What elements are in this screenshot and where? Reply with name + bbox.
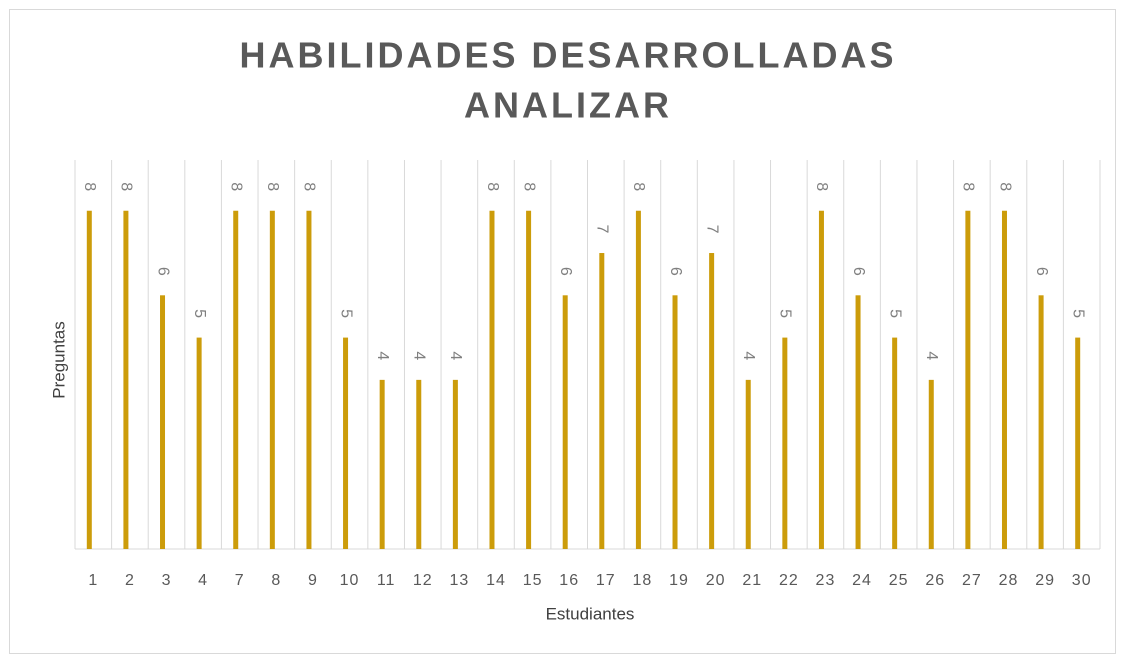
bar — [672, 295, 678, 549]
bar — [452, 379, 458, 549]
data-label: 7 — [594, 225, 611, 234]
data-label: 8 — [484, 182, 501, 191]
bar — [855, 295, 861, 549]
x-tick-label: 29 — [1035, 572, 1055, 589]
x-tick-label: 23 — [816, 572, 836, 589]
bar — [745, 379, 751, 549]
x-tick-label: 26 — [925, 572, 945, 589]
x-tick-label: 19 — [669, 572, 689, 589]
bar — [196, 337, 202, 549]
data-label: 8 — [813, 182, 830, 191]
data-label: 5 — [337, 309, 354, 318]
data-label: 6 — [154, 267, 171, 276]
x-tick-label: 7 — [235, 572, 245, 589]
x-tick-label: 4 — [198, 572, 208, 589]
bar — [892, 337, 898, 549]
x-tick-label: 18 — [633, 572, 653, 589]
bar — [1038, 295, 1044, 549]
x-tick-label: 24 — [852, 572, 872, 589]
x-tick-label: 2 — [125, 572, 135, 589]
data-label: 5 — [1069, 309, 1086, 318]
x-tick-label: 10 — [340, 572, 360, 589]
data-label: 8 — [996, 182, 1013, 191]
bar — [526, 210, 532, 549]
data-label: 8 — [227, 182, 244, 191]
bar — [306, 210, 312, 549]
data-label: 4 — [374, 351, 391, 360]
x-tick-label: 17 — [596, 572, 616, 589]
data-label: 6 — [1033, 267, 1050, 276]
bar — [86, 210, 92, 549]
data-label: 8 — [630, 182, 647, 191]
y-axis-label: Preguntas — [49, 321, 68, 399]
bar — [599, 253, 605, 550]
bar — [343, 337, 349, 549]
x-tick-label: 3 — [162, 572, 172, 589]
bar — [928, 379, 934, 549]
x-tick-label: 9 — [308, 572, 318, 589]
data-label: 6 — [557, 267, 574, 276]
bar — [562, 295, 568, 549]
x-tick-label: 25 — [889, 572, 909, 589]
data-label: 7 — [703, 225, 720, 234]
bar — [123, 210, 129, 549]
bar — [965, 210, 971, 549]
chart-title: ANALIZAR — [464, 85, 672, 126]
bar — [416, 379, 422, 549]
x-tick-label: 11 — [377, 572, 396, 589]
data-label: 8 — [264, 182, 281, 191]
bar — [782, 337, 788, 549]
x-axis-label: Estudiantes — [546, 604, 635, 623]
bar — [635, 210, 641, 549]
data-label: 6 — [667, 267, 684, 276]
data-label: 5 — [191, 309, 208, 318]
x-tick-label: 21 — [742, 572, 762, 589]
bar — [269, 210, 275, 549]
bar — [160, 295, 166, 549]
x-tick-label: 16 — [559, 572, 579, 589]
bar — [818, 210, 824, 549]
chart-title: HABILIDADES DESARROLLADAS — [239, 35, 896, 76]
x-tick-label: 20 — [706, 572, 726, 589]
x-tick-label: 14 — [486, 572, 506, 589]
data-label: 4 — [740, 351, 757, 360]
x-tick-label: 30 — [1072, 572, 1092, 589]
data-label: 8 — [960, 182, 977, 191]
x-tick-label: 28 — [999, 572, 1019, 589]
data-label: 4 — [411, 351, 428, 360]
data-label: 8 — [520, 182, 537, 191]
x-tick-label: 13 — [449, 572, 469, 589]
bar — [233, 210, 239, 549]
bar — [489, 210, 495, 549]
data-label: 6 — [850, 267, 867, 276]
x-tick-label: 12 — [413, 572, 433, 589]
data-label: 5 — [777, 309, 794, 318]
x-tick-label: 15 — [523, 572, 543, 589]
x-tick-label: 1 — [88, 572, 98, 589]
bar — [379, 379, 385, 549]
data-label: 8 — [301, 182, 318, 191]
data-label: 4 — [447, 351, 464, 360]
data-label: 5 — [886, 309, 903, 318]
x-tick-label: 8 — [271, 572, 281, 589]
bar — [709, 253, 715, 550]
data-label: 8 — [118, 182, 135, 191]
x-tick-label: 22 — [779, 572, 799, 589]
bar — [1001, 210, 1007, 549]
data-label: 8 — [81, 182, 98, 191]
x-tick-label: 27 — [962, 572, 982, 589]
data-label: 4 — [923, 351, 940, 360]
bar — [1075, 337, 1081, 549]
